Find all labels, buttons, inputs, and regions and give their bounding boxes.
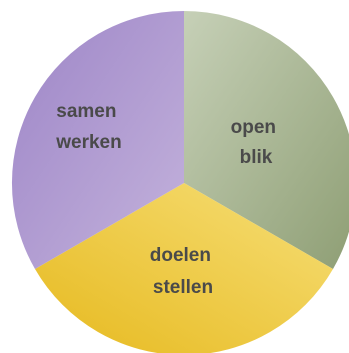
label-doelen-stellen-line-1: doelen <box>150 245 211 266</box>
segment-samen-werken <box>11 10 184 269</box>
segment-doelen-stellen <box>35 183 333 353</box>
label-open-blik-line-1: open <box>231 117 276 138</box>
label-open-blik: open blik <box>231 117 282 168</box>
label-open-blik-line-2: blik <box>240 147 273 168</box>
label-samen-werken: samen werken <box>55 101 121 153</box>
label-samen-werken-line-2: werken <box>55 132 121 153</box>
segment-open-blik <box>184 11 349 269</box>
label-doelen-stellen: doelen stellen <box>150 245 217 298</box>
label-samen-werken-line-1: samen <box>56 101 116 122</box>
label-doelen-stellen-line-2: stellen <box>153 277 213 298</box>
